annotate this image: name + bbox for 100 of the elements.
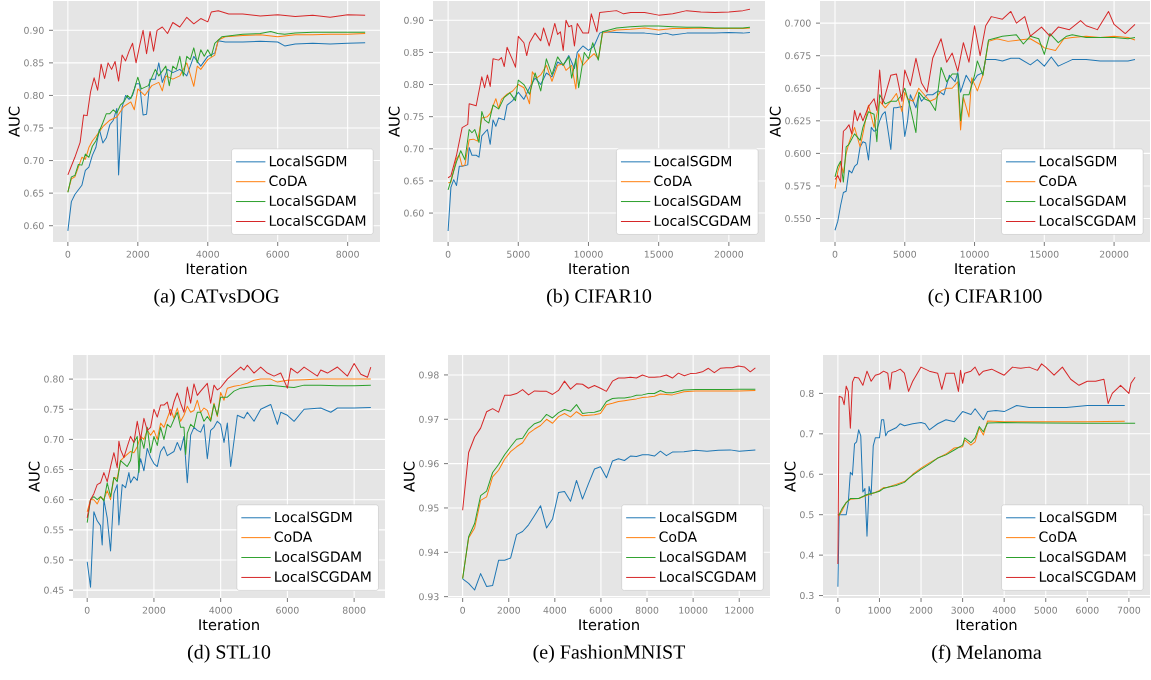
legend-label: LocalSGDAM: [1039, 195, 1126, 207]
legend-label: CoDA: [1039, 175, 1077, 187]
y-axis-title: AUC: [388, 106, 400, 137]
x-tick-label: 6000: [266, 250, 289, 258]
y-tick-label: 0.75: [404, 113, 424, 121]
legend-label: CoDA: [1039, 531, 1077, 543]
y-tick-label: 0.700: [785, 19, 811, 27]
y-tick-label: 0.8: [800, 389, 814, 397]
y-tick-label: 0.625: [785, 117, 811, 125]
x-tick-label: 8000: [336, 250, 359, 258]
y-tick-label: 0.60: [24, 222, 44, 230]
x-tick-label: 0: [84, 606, 90, 614]
line-series: [837, 363, 1136, 565]
y-tick-label: 0.95: [419, 504, 439, 512]
text: (b) CIFAR10: [547, 288, 652, 307]
x-tick-label: 0: [445, 250, 451, 258]
x-tick-label: 4000: [196, 250, 220, 258]
text: (d) STL10: [187, 644, 271, 663]
legend-label: LocalSGDAM: [1039, 551, 1126, 562]
legend-label: LocalSCGDAM: [269, 215, 366, 227]
y-tick-label: 0.650: [785, 84, 811, 92]
y-tick-label: 0.65: [44, 466, 64, 474]
legend-label: CoDA: [269, 175, 307, 187]
y-tick-label: 0.550: [785, 215, 811, 223]
legend-label: CoDA: [654, 175, 692, 187]
y-tick-label: 0.55: [44, 526, 64, 534]
text: (c) CIFAR100: [928, 288, 1042, 307]
x-axis-title: Iteration: [569, 262, 629, 275]
x-tick-label: 15000: [1030, 250, 1059, 258]
x-tick-label: 15000: [644, 250, 673, 258]
x-tick-label: 6000: [589, 606, 613, 614]
y-tick-label: 0.98: [419, 371, 439, 379]
legend-label: LocalSGDAM: [269, 195, 356, 207]
x-tick-label: 3000: [951, 606, 974, 614]
y-tick-label: 0.93: [419, 593, 439, 601]
line-series: [462, 365, 756, 511]
legend-label: LocalSCGDAM: [654, 215, 751, 227]
legend-label: LocalSGDAM: [654, 195, 741, 207]
y-axis-title: AUC: [8, 106, 20, 137]
text: (e) FashionMNIST: [533, 644, 686, 663]
legend-label: LocalSGDM: [275, 511, 352, 523]
y-tick-label: 0.60: [44, 496, 64, 504]
y-tick-label: 0.675: [785, 52, 811, 60]
y-tick-label: 0.75: [24, 124, 44, 132]
x-tick-label: 10000: [960, 250, 989, 258]
x-tick-label: 10000: [574, 250, 603, 258]
y-tick-label: 0.70: [24, 157, 44, 165]
text: (a) CATvsDOG: [154, 288, 279, 307]
y-tick-label: 0.7: [800, 430, 814, 438]
y-tick-label: 0.65: [24, 189, 44, 197]
y-axis-title: AUC: [403, 461, 415, 492]
legend-label: LocalSGDM: [1039, 511, 1117, 523]
y-tick-label: 0.85: [404, 48, 424, 56]
x-tick-label: 2000: [909, 606, 933, 614]
x-tick-label: 8000: [342, 606, 366, 614]
y-axis-title: AUC: [769, 106, 781, 137]
x-tick-label: 12000: [725, 606, 754, 614]
y-tick-label: 0.85: [24, 59, 44, 67]
x-tick-label: 2000: [497, 606, 520, 614]
legend-label: LocalSCGDAM: [1039, 215, 1136, 227]
x-tick-label: 2000: [126, 250, 150, 258]
y-tick-label: 0.4: [800, 551, 814, 559]
y-tick-label: 0.70: [44, 435, 64, 443]
x-tick-label: 8000: [635, 606, 659, 614]
x-tick-label: 0: [835, 606, 841, 614]
x-tick-label: 7000: [1117, 606, 1141, 614]
legend-label: LocalSCGDAM: [660, 571, 756, 582]
x-tick-label: 4000: [209, 606, 232, 614]
x-axis-title: Iteration: [955, 262, 1015, 275]
x-axis-title: Iteration: [956, 618, 1017, 631]
x-tick-label: 5000: [1034, 606, 1057, 614]
y-axis-title: AUC: [28, 461, 40, 492]
y-tick-label: 0.575: [785, 182, 811, 190]
y-tick-label: 0.75: [44, 405, 64, 413]
legend-label: LocalSGDM: [654, 155, 731, 167]
x-axis-title: Iteration: [186, 262, 247, 275]
y-tick-label: 0.45: [44, 586, 64, 594]
y-axis-title: AUC: [784, 461, 796, 492]
x-tick-label: 0: [832, 250, 838, 258]
x-tick-label: 6000: [1076, 606, 1099, 614]
legend-label: LocalSGDM: [660, 511, 737, 523]
x-tick-label: 0: [460, 606, 465, 614]
y-tick-label: 0.70: [404, 145, 424, 153]
x-tick-label: 10000: [679, 606, 708, 614]
y-tick-label: 0.600: [785, 149, 811, 157]
y-tick-label: 0.94: [419, 548, 439, 556]
y-tick-label: 0.80: [44, 375, 64, 383]
text: (f) Melanoma: [932, 644, 1042, 664]
line-series: [67, 10, 366, 176]
x-axis-title: Iteration: [579, 618, 639, 631]
x-tick-label: 2000: [142, 606, 166, 614]
legend-label: LocalSCGDAM: [1039, 571, 1136, 582]
x-tick-label: 5000: [893, 250, 917, 258]
y-tick-label: 0.5: [800, 511, 814, 519]
y-tick-label: 0.6: [800, 470, 814, 478]
x-axis-title: Iteration: [199, 618, 259, 631]
x-tick-label: 4000: [992, 606, 1016, 614]
y-tick-label: 0.80: [24, 91, 44, 99]
legend-label: LocalSGDM: [1039, 155, 1117, 167]
y-tick-label: 0.50: [44, 556, 64, 564]
